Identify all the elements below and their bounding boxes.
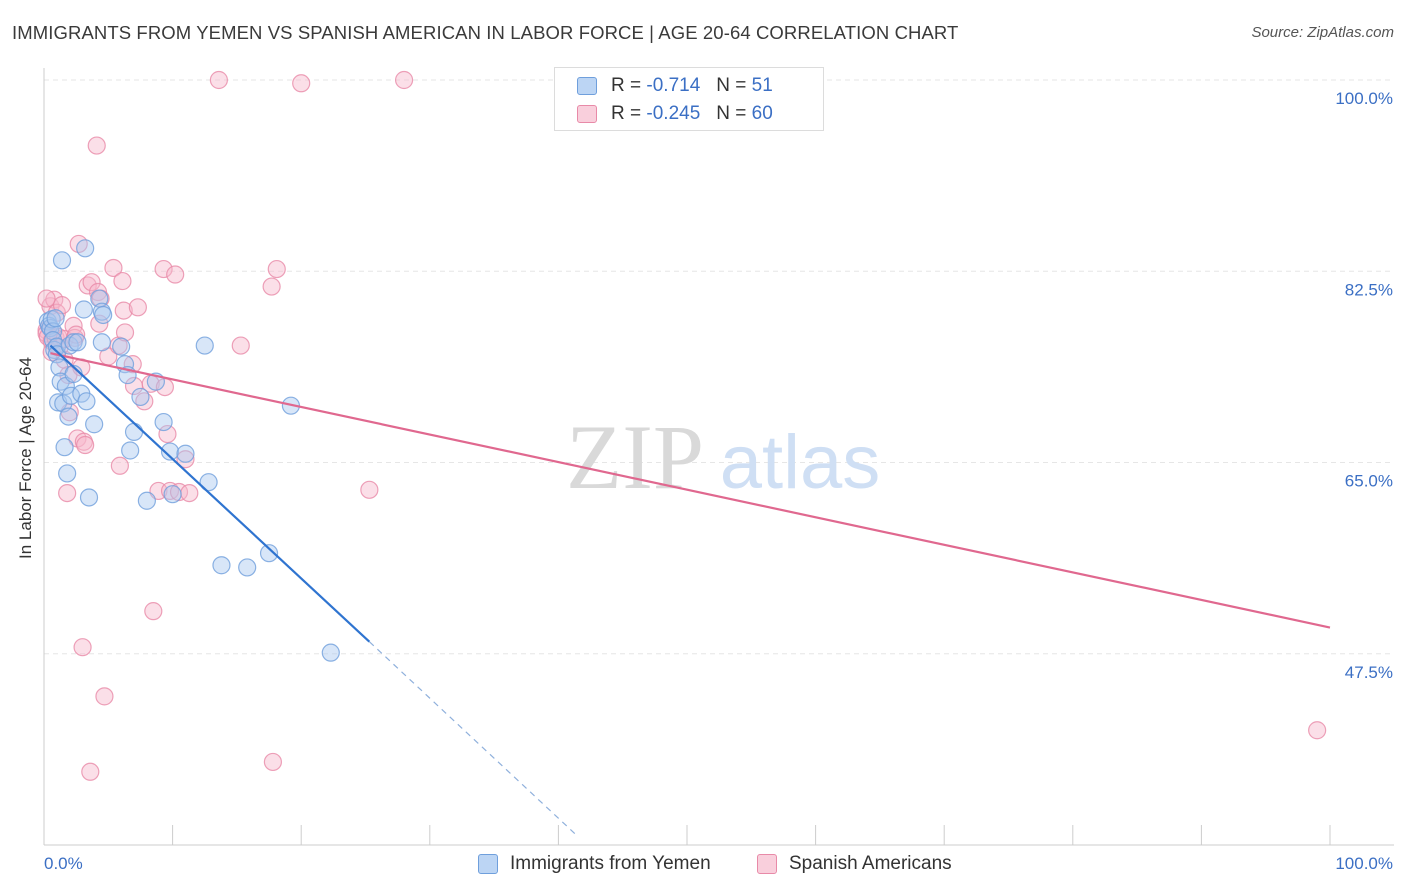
stats-legend: R = -0.714 N = 51 R = -0.245 N = 60 [554, 67, 824, 131]
yemen-point [259, 544, 279, 563]
watermark-atlas: atlas [720, 420, 881, 505]
yemen-point [212, 556, 231, 575]
spanish-point [166, 265, 185, 284]
spanish-point [263, 752, 283, 772]
yemen-point [79, 488, 99, 507]
spanish-point [113, 271, 132, 291]
legend-r-value: -0.245 [646, 103, 701, 124]
legend-n-value: 60 [751, 103, 773, 124]
bottom-legend-label: Immigrants from Yemen [510, 853, 711, 874]
yemen-point [59, 407, 78, 426]
legend-r-value: -0.714 [646, 75, 701, 96]
yemen-point [52, 251, 72, 270]
yemen-point [154, 412, 173, 432]
yemen-point [121, 441, 140, 460]
yemen-point [58, 464, 77, 483]
y-tick-label: 47.5% [1345, 663, 1393, 682]
spanish-point [58, 484, 77, 503]
legend-n-label: N = [716, 103, 747, 124]
spanish-point [104, 258, 123, 278]
bottom-legend-yemen: Immigrants from Yemen [478, 851, 711, 877]
legend-r-label: R = [611, 75, 642, 96]
yemen-point [94, 305, 113, 325]
yemen-point [195, 336, 214, 355]
source-label: Source: ZipAtlas.com [1251, 24, 1394, 41]
yemen-point [131, 387, 150, 407]
yemen-point [92, 333, 111, 352]
yemen-trendline [49, 344, 371, 643]
spanish-point [180, 484, 199, 503]
bottom-legend-swatch-blue [478, 854, 498, 874]
spanish-point [262, 277, 281, 296]
spanish-point [231, 336, 250, 355]
yemen-point [137, 491, 156, 510]
yemen-point [46, 309, 65, 328]
spanish-point [37, 289, 56, 308]
yemen-point [176, 444, 195, 463]
yemen-point [76, 239, 95, 258]
watermark-zip: ZIP [566, 406, 704, 508]
y-tick-label: 65.0% [1345, 472, 1393, 491]
spanish-point [123, 355, 142, 374]
yemen-point [163, 485, 182, 504]
yemen-point [74, 300, 93, 319]
legend-row-yemen: R = -0.714 N = 51 [577, 74, 773, 98]
spanish-point [95, 687, 114, 706]
legend-n-label: N = [716, 75, 747, 96]
spanish-point [128, 298, 147, 317]
spanish-point [154, 259, 173, 279]
yemen-point [199, 473, 218, 492]
y-tick-label: 100.0% [1335, 89, 1393, 108]
legend-swatch-pink [577, 105, 597, 123]
y-axis-label: In Labor Force | Age 20-64 [16, 357, 35, 559]
spanish-point [87, 136, 106, 155]
x-tick-label: 0.0% [44, 854, 83, 873]
tick-labels-layer: 47.5% 65.0% 82.5% 100.0% 0.0% 100.0% [44, 89, 1393, 873]
yemen-trendline-extension [368, 641, 579, 837]
spanish-point [110, 456, 129, 475]
spanish-point [115, 323, 135, 342]
spanish-point [176, 450, 195, 469]
yemen-point [85, 415, 104, 434]
yemen-point [64, 333, 83, 352]
bottom-legend-spanish: Spanish Americans [757, 851, 952, 877]
bottom-legend-label: Spanish Americans [789, 853, 952, 874]
points-layer [37, 70, 1327, 781]
legend-row-spanish: R = -0.245 N = 60 [577, 102, 773, 126]
trendline-layer [49, 344, 1331, 837]
spanish-point [114, 301, 133, 320]
spanish-point [1308, 721, 1327, 740]
legend-r-label: R = [611, 103, 642, 124]
spanish-point [82, 273, 101, 292]
yemen-point [68, 333, 87, 352]
spanish-point [209, 70, 228, 90]
yemen-point [124, 422, 144, 441]
spanish-point [267, 259, 286, 279]
spanish-point [144, 602, 163, 621]
yemen-point [160, 442, 180, 461]
watermark: ZIP atlas [566, 406, 880, 508]
yemen-point [55, 438, 74, 457]
spanish-point [81, 762, 100, 781]
spanish-point [73, 638, 92, 657]
y-tick-label: 82.5% [1345, 280, 1393, 299]
chart-title: IMMIGRANTS FROM YEMEN VS SPANISH AMERICA… [12, 22, 959, 43]
legend-n-value: 51 [751, 75, 773, 96]
yemen-point [238, 558, 257, 577]
yemen-point [77, 392, 96, 411]
spanish-point [158, 424, 177, 444]
yemen-point [112, 337, 131, 356]
x-tick-label: 100.0% [1335, 854, 1393, 873]
bottom-legend-swatch-pink [757, 854, 777, 874]
spanish-point [292, 74, 311, 93]
yemen-point [321, 643, 340, 662]
legend-swatch-blue [577, 77, 597, 95]
spanish-point [76, 435, 95, 455]
spanish-trendline [50, 352, 1331, 629]
spanish-point [360, 480, 379, 499]
spanish-point [394, 70, 414, 90]
axis-layer [43, 68, 1394, 846]
